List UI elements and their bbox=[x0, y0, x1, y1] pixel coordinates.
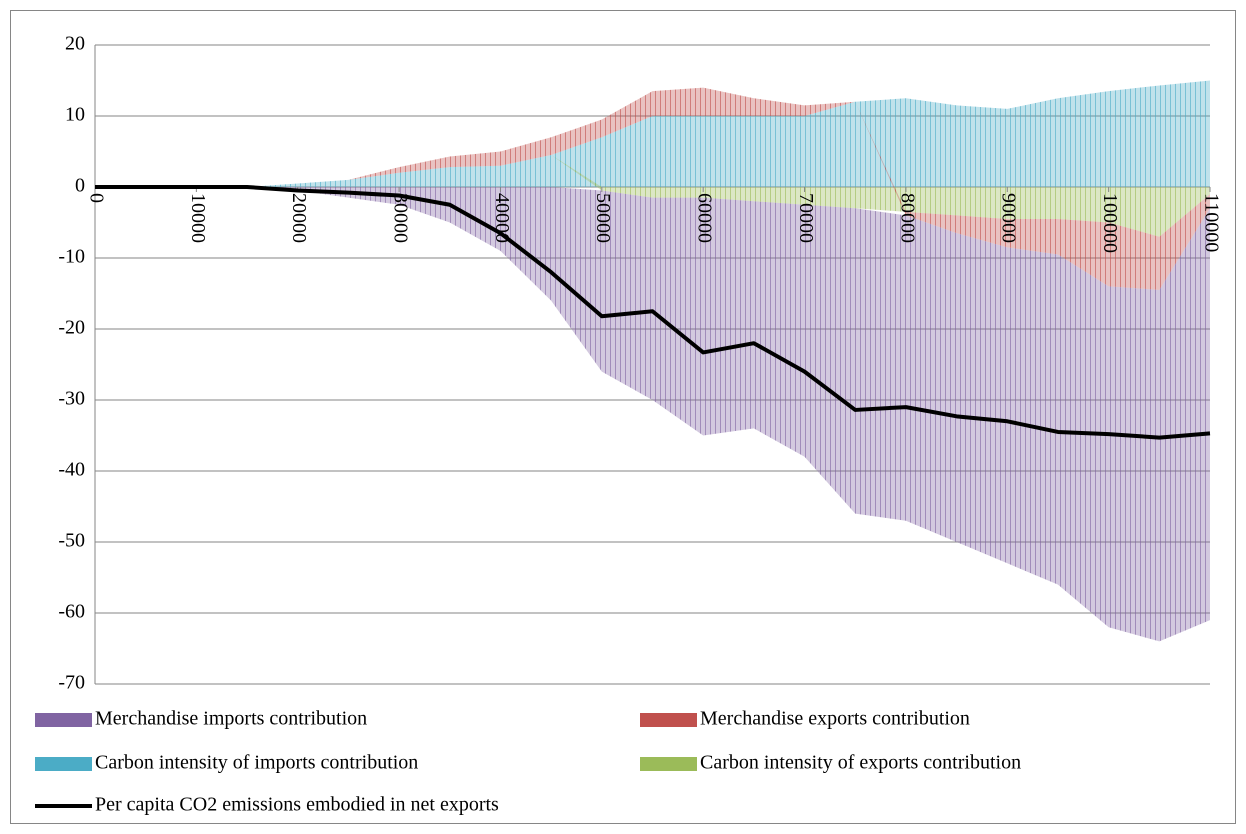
area bbox=[95, 155, 1210, 237]
y-tick-label: 0 bbox=[75, 175, 85, 197]
x-tick-label: 20000 bbox=[288, 193, 310, 243]
y-tick-label: -50 bbox=[58, 530, 85, 552]
legend-swatch bbox=[35, 757, 92, 771]
y-tick-label: -10 bbox=[58, 246, 85, 268]
x-tick-label: 110000 bbox=[1200, 193, 1222, 252]
y-tick-label: -60 bbox=[58, 601, 85, 623]
y-tick-label: 10 bbox=[65, 104, 85, 126]
y-tick-label: 20 bbox=[65, 33, 85, 55]
x-tick-label: 100000 bbox=[1099, 193, 1121, 253]
area bbox=[95, 187, 1210, 642]
legend-swatch bbox=[640, 757, 697, 771]
area bbox=[95, 87, 1210, 290]
legend-label: Carbon intensity of imports contribution bbox=[95, 752, 418, 774]
legend-label: Merchandise imports contribution bbox=[95, 708, 367, 730]
legend-label: Carbon intensity of exports contribution bbox=[700, 752, 1021, 774]
legend-swatch bbox=[35, 713, 92, 727]
x-tick-label: 80000 bbox=[896, 193, 918, 243]
area bbox=[95, 80, 1210, 187]
y-tick-label: -20 bbox=[58, 317, 85, 339]
legend-label: Per capita CO2 emissions embodied in net… bbox=[95, 794, 499, 816]
x-tick-label: 50000 bbox=[592, 193, 614, 243]
legend-label: Merchandise exports contribution bbox=[700, 708, 970, 730]
y-tick-label: -70 bbox=[58, 672, 85, 694]
y-tick-label: -30 bbox=[58, 388, 85, 410]
x-tick-label: 10000 bbox=[187, 193, 209, 243]
line bbox=[95, 185, 1211, 440]
legend-swatch bbox=[640, 713, 697, 727]
x-tick-label: 70000 bbox=[795, 193, 817, 243]
y-tick-label: -40 bbox=[58, 459, 85, 481]
x-tick-label: 30000 bbox=[389, 193, 411, 243]
x-tick-label: 60000 bbox=[694, 193, 716, 243]
x-tick-label: 0 bbox=[85, 193, 107, 203]
x-tick-label: 90000 bbox=[998, 193, 1020, 243]
